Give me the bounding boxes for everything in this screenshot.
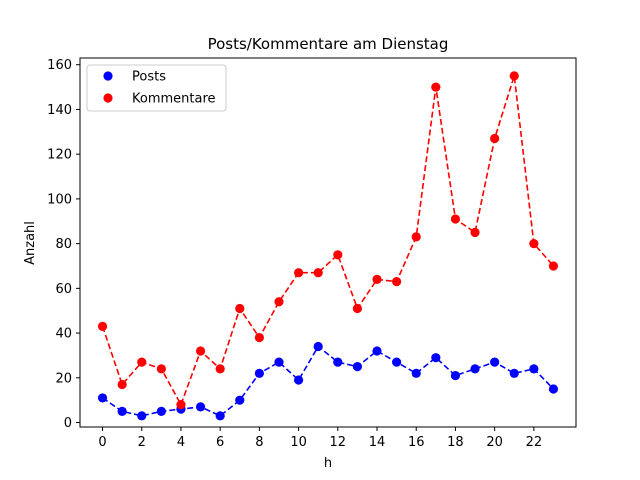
- legend-marker-kommentare: [103, 93, 113, 103]
- data-point-kommentare: [333, 250, 343, 260]
- data-point-kommentare: [215, 364, 225, 374]
- data-point-kommentare: [117, 379, 127, 390]
- data-point-kommentare: [293, 268, 304, 278]
- data-point-kommentare: [97, 321, 108, 331]
- y-tick-label: 20: [55, 371, 72, 386]
- data-point-kommentare: [254, 332, 264, 343]
- series-line-kommentare: [101, 75, 555, 407]
- x-tick-label: 4: [177, 435, 185, 450]
- legend-label-posts: Posts: [132, 70, 166, 85]
- x-axis-label: h: [324, 456, 332, 471]
- x-tick-label: 18: [447, 435, 464, 450]
- data-point-posts: [529, 364, 539, 374]
- axes-layer: 0 2 4 6 8 10 12 14 16 18 20 22 0 20 40 60 80 100 120 140 160: [47, 57, 577, 450]
- data-point-posts: [352, 362, 363, 372]
- y-tick-label: 60: [55, 282, 72, 297]
- y-tick-label: 160: [47, 58, 72, 73]
- data-point-posts: [97, 393, 108, 403]
- y-tick-label: 120: [47, 148, 72, 163]
- data-point-posts: [195, 402, 206, 412]
- data-point-kommentare: [156, 364, 166, 374]
- data-point-posts: [235, 395, 245, 405]
- data-point-posts: [392, 357, 402, 367]
- data-point-posts: [431, 353, 441, 363]
- x-tick-label: 6: [216, 435, 224, 450]
- data-point-posts: [470, 364, 480, 374]
- data-point-posts: [215, 411, 225, 421]
- x-tick-label: 22: [526, 435, 543, 450]
- x-tick-label: 20: [486, 435, 503, 450]
- data-point-kommentare: [195, 346, 206, 356]
- x-tick-label: 12: [330, 435, 347, 450]
- x-tick-label: 8: [255, 435, 263, 450]
- data-point-posts: [333, 357, 343, 367]
- data-point-posts: [450, 370, 461, 381]
- data-point-kommentare: [176, 400, 186, 410]
- data-point-kommentare: [392, 277, 402, 287]
- data-point-posts: [254, 368, 264, 378]
- y-tick-label: 0: [64, 416, 72, 431]
- data-point-posts: [137, 411, 147, 421]
- series-layer: [97, 71, 559, 421]
- data-point-kommentare: [509, 71, 519, 81]
- data-point-posts: [548, 384, 559, 394]
- data-point-kommentare: [450, 214, 461, 224]
- y-axis-label: Anzahl: [23, 221, 38, 265]
- data-point-kommentare: [490, 133, 500, 144]
- legend-box: [86, 64, 227, 112]
- data-point-kommentare: [548, 261, 559, 271]
- data-point-kommentare: [313, 268, 323, 278]
- plot-frame: [79, 57, 577, 428]
- data-point-posts: [509, 368, 519, 378]
- legend-marker-posts: [103, 71, 113, 81]
- x-tick-label: 16: [408, 435, 425, 450]
- data-point-kommentare: [529, 239, 539, 249]
- data-point-posts: [411, 368, 421, 378]
- data-point-kommentare: [137, 357, 147, 367]
- data-point-posts: [274, 357, 284, 367]
- data-point-posts: [117, 406, 127, 416]
- legend: Posts Kommentare: [86, 64, 227, 112]
- data-point-kommentare: [235, 303, 245, 314]
- data-point-posts: [156, 406, 166, 416]
- data-point-kommentare: [352, 303, 363, 314]
- data-point-kommentare: [372, 274, 382, 284]
- data-point-kommentare: [274, 297, 284, 307]
- data-point-kommentare: [411, 232, 421, 242]
- legend-label-kommentare: Kommentare: [132, 92, 216, 107]
- data-point-kommentare: [470, 227, 480, 238]
- data-point-posts: [293, 375, 304, 385]
- y-tick-label: 40: [55, 327, 72, 342]
- data-point-kommentare: [431, 82, 441, 92]
- x-tick-label: 2: [138, 435, 146, 450]
- x-tick-label: 0: [98, 435, 106, 450]
- y-tick-label: 80: [55, 237, 72, 252]
- y-tick-label: 140: [47, 103, 72, 118]
- data-point-posts: [313, 341, 323, 352]
- x-tick-label: 10: [290, 435, 307, 450]
- data-point-posts: [490, 357, 500, 367]
- data-point-posts: [372, 346, 382, 356]
- chart-title: Posts/Kommentare am Dienstag: [208, 35, 449, 53]
- x-tick-label: 14: [369, 435, 386, 450]
- y-tick-label: 100: [47, 192, 72, 207]
